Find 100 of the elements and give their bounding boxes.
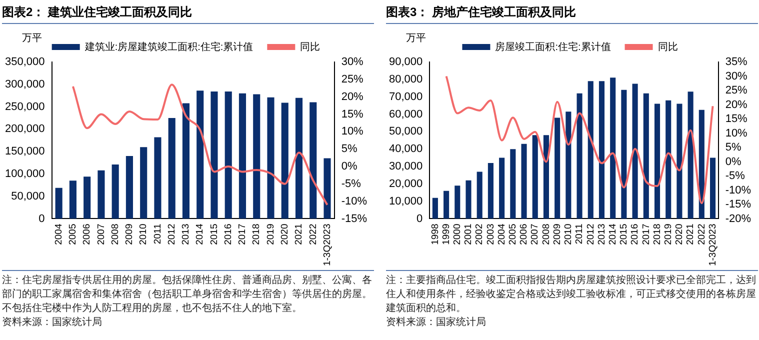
chart-title: 图表2： 建筑业住宅竣工面积及同比: [2, 4, 374, 24]
y2-tick-label: 0%: [341, 160, 358, 173]
text: 注：住宅房屋指专供居住用的房屋。包括保障性住房、普通商品房、别墅、公寓、各部门的职工家属宿舍和集体宿舍（包括职工单身宿舍和学生宿舍）等供居住的房屋。不包括住宅楼中作为人防工程用的房屋，也不包括不住人的地下室。: [2, 274, 373, 316]
bar: [196, 90, 204, 219]
x-tick-label: 2014: [194, 224, 206, 245]
bar: [710, 158, 716, 219]
bar: [588, 81, 594, 219]
bar: [632, 84, 638, 219]
y2-tick-label: -10%: [725, 184, 752, 196]
x-tick-label: 2005: [508, 224, 519, 245]
y2-tick-label: 35%: [725, 56, 748, 68]
y-tick-label: 80,000: [388, 73, 423, 86]
bar: [238, 93, 246, 219]
x-tick-label: 1-3Q2023: [707, 224, 718, 266]
y2-tick-label: 30%: [725, 70, 748, 82]
x-tick-label: 2018: [652, 224, 663, 245]
bar: [454, 186, 460, 219]
y-axis-title: 万平: [406, 32, 426, 44]
bar: [499, 158, 505, 219]
x-tick-label: 2020: [280, 224, 290, 245]
y-tick-label: 20,000: [388, 178, 423, 190]
x-tick-label: 2003: [485, 224, 496, 245]
x-tick-label: 2008: [110, 224, 121, 245]
bar: [98, 170, 105, 219]
bar: [281, 102, 288, 219]
x-tick-label: 2022: [308, 224, 319, 245]
y2-tick-label: 5%: [341, 143, 358, 156]
bar: [295, 98, 303, 219]
x-tick-label: 2012: [585, 224, 596, 245]
y-tick-label: 350,000: [4, 56, 45, 68]
bar: [182, 103, 190, 219]
bar: [253, 94, 260, 219]
bar: [610, 78, 616, 219]
bar: [168, 118, 176, 219]
x-tick-label: 2004: [53, 224, 64, 245]
bar: [55, 188, 62, 219]
y2-tick-label: 20%: [725, 98, 748, 111]
x-tick-label: 2007: [96, 224, 107, 245]
bar: [310, 102, 317, 219]
y2-tick-label: -5%: [341, 178, 362, 190]
bar: [267, 97, 274, 219]
x-tick-label: 2000: [452, 224, 464, 245]
bar: [510, 149, 516, 219]
y-tick-label: 90,000: [388, 56, 423, 68]
x-tick-label: 1998: [430, 224, 441, 245]
bar: [521, 144, 527, 219]
y2-tick-label: 5%: [725, 142, 742, 154]
y-tick-label: 300,000: [4, 78, 45, 90]
bar: [576, 93, 582, 219]
x-tick-label: 2017: [640, 224, 652, 245]
bar: [84, 176, 91, 219]
x-tick-label: 2009: [124, 224, 136, 245]
x-tick-label: 2011: [574, 224, 586, 244]
bar: [554, 118, 560, 219]
y-tick-label: 50,000: [388, 126, 423, 138]
x-tick-label: 2001: [463, 224, 474, 245]
y2-tick-label: 25%: [725, 84, 748, 97]
text: 注：主要指商品住宅。竣工面积指报告期内房屋建筑按照设计要求已全部完工，达到住人和使用条件，经验收鉴定合格或达到竣工验收标准，可正式移交使用的各栋房屋建筑面积的总和。: [386, 274, 757, 316]
bar: [126, 156, 133, 219]
y-tick-label: 70,000: [388, 90, 423, 103]
bar: [154, 137, 162, 219]
bar: [621, 90, 627, 219]
y2-tick-label: 0%: [725, 156, 742, 168]
bar: [676, 104, 682, 219]
x-tick-label: 2016: [222, 224, 234, 245]
text: 资料来源：国家统计局: [386, 316, 487, 330]
x-tick-label: 2015: [618, 224, 630, 245]
bar: [112, 164, 119, 219]
x-tick-label: 2007: [530, 224, 541, 245]
y-axis-title: 万平: [22, 32, 42, 44]
x-tick-label: 2014: [607, 224, 618, 245]
line-series: [445, 75, 714, 204]
bar: [543, 135, 549, 219]
y-tick-label: 200,000: [4, 123, 45, 136]
legend-label: 同比: [658, 40, 678, 53]
x-tick-label: 1999: [440, 224, 452, 245]
bar: [598, 81, 605, 219]
x-tick-label: 2006: [518, 224, 530, 245]
y-tick-label: 150,000: [4, 146, 45, 158]
bar: [224, 92, 232, 219]
y-tick-label: 40,000: [388, 143, 423, 156]
chart-title: 图表3： 房地产住宅竣工面积及同比: [386, 4, 758, 24]
x-tick-label: 2017: [237, 224, 248, 245]
bar: [476, 172, 482, 219]
y2-tick-label: 10%: [341, 126, 364, 138]
y2-tick-label: 15%: [341, 108, 364, 120]
x-tick-label: 2020: [674, 224, 686, 245]
y-tick-label: 10,000: [388, 195, 423, 208]
x-tick-label: 2019: [265, 224, 276, 245]
y-tick-label: 250,000: [4, 100, 45, 113]
y-tick-label: 50,000: [11, 190, 45, 202]
y-tick-label: 0: [38, 212, 45, 225]
bar: [466, 180, 472, 219]
x-tick-label: 2004: [496, 224, 508, 245]
bar: [69, 180, 76, 219]
x-tick-label: 2022: [696, 224, 708, 245]
bar: [643, 93, 649, 219]
x-tick-label: 2006: [82, 224, 93, 245]
bar: [210, 92, 218, 219]
y2-tick-label: -15%: [725, 198, 752, 211]
